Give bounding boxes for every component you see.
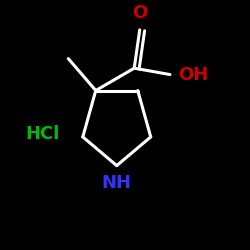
Text: NH: NH: [102, 174, 132, 192]
Text: HCl: HCl: [26, 125, 60, 143]
Text: O: O: [132, 4, 147, 22]
Text: OH: OH: [178, 66, 208, 84]
